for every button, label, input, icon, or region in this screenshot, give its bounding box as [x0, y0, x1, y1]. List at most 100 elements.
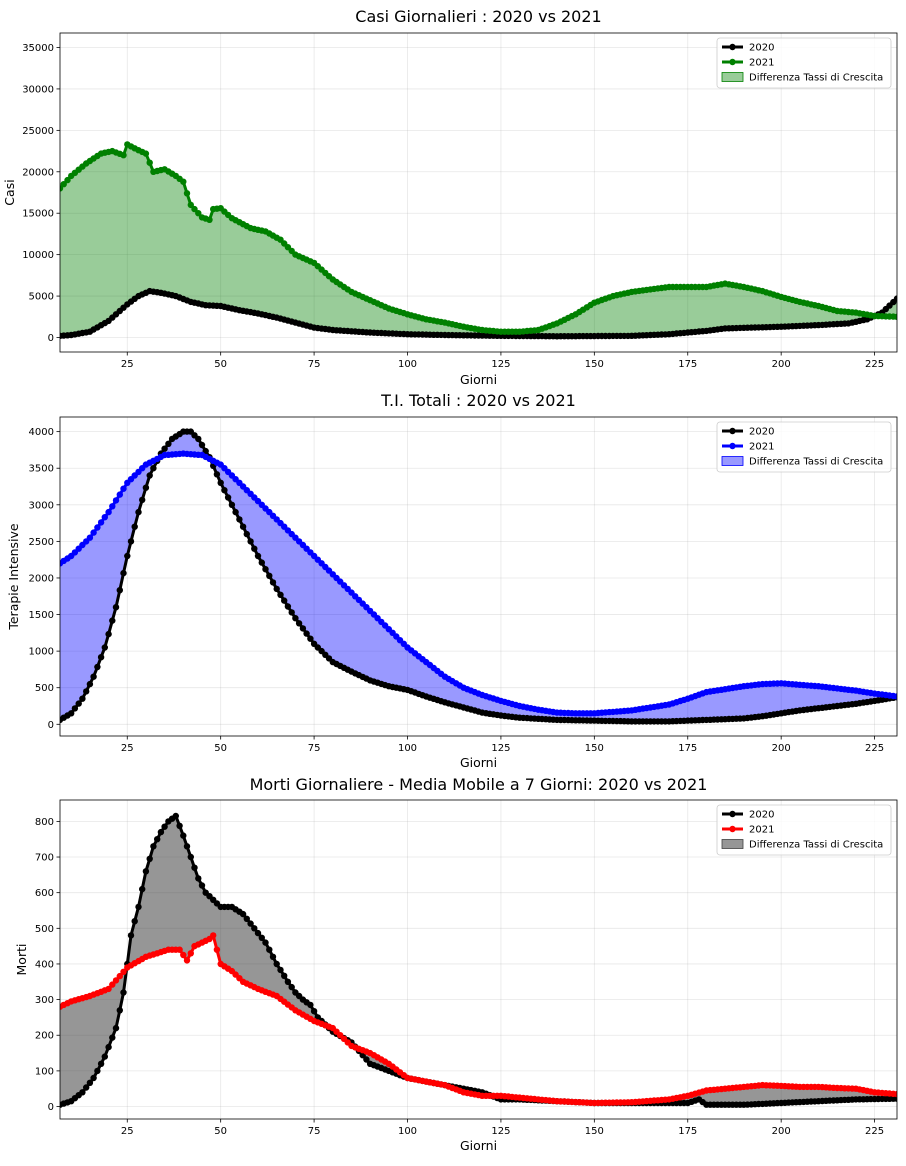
data-point-2020: [120, 989, 127, 996]
series-line-2021: [60, 452, 897, 715]
data-point-2020: [127, 538, 135, 545]
x-axis-label: Giorni: [460, 372, 497, 387]
legend-box: [716, 804, 892, 856]
y-tick-label: 500: [35, 683, 54, 694]
ticks: 25 50 75 100 125 150 175 200 225 0 500 1000 1500 2000…: [29, 427, 885, 754]
axes-frame: [59, 416, 898, 737]
data-point-2020: [266, 946, 273, 953]
x-tick-label: 150: [585, 1126, 604, 1137]
legend-entry-fill: Differenza Tassi di Crescita: [721, 839, 883, 851]
x-tick-label: 25: [121, 359, 134, 370]
series-line-2020: [60, 430, 897, 723]
y-tick-label: 300: [35, 995, 54, 1006]
data-point-2020: [135, 903, 142, 911]
data-point-2020: [142, 484, 150, 491]
legend: 2020 2021 Differenza Tassi di Crescita: [716, 37, 892, 89]
data-point-2020: [131, 523, 138, 530]
y-axis-label: Terapie Intensive: [6, 523, 21, 631]
data-point-2020: [176, 822, 183, 829]
data-point-2020: [258, 934, 265, 941]
data-point-2021: [195, 210, 202, 217]
data-point-2020: [120, 569, 127, 577]
legend-entry-2021: 2021: [722, 58, 774, 69]
x-tick-label: 150: [585, 743, 604, 754]
data-point-2020: [247, 538, 254, 545]
data-point-2020: [273, 585, 280, 593]
x-tick-label: 25: [121, 743, 134, 754]
data-point-2020: [281, 597, 288, 604]
data-point-2020: [131, 918, 138, 925]
data-point-2020: [109, 1034, 116, 1041]
chart-panel-2: 25 50 75 100 125 150 175 200 225 0 500 1000 1500 2000…: [6, 391, 898, 770]
data-point-2020: [97, 1060, 105, 1068]
x-tick-label: 50: [214, 743, 227, 754]
difference-fill-area: [60, 431, 897, 722]
data-point-2020: [269, 953, 277, 960]
data-point-2020: [105, 630, 112, 638]
data-point-2020: [101, 1053, 109, 1060]
data-point-2020: [146, 472, 153, 479]
y-tick-label: 4000: [29, 427, 54, 438]
y-tick-label: 3000: [29, 500, 54, 511]
data-point-2020: [161, 823, 168, 830]
data-point-2021: [105, 508, 112, 516]
y-tick-label: 0: [48, 1102, 54, 1113]
data-point-2021: [191, 205, 198, 213]
legend-fill-swatch: [721, 72, 744, 82]
y-tick-label: 15000: [22, 209, 54, 220]
y-tick-label: 700: [35, 853, 54, 864]
legend-label-2020: 2020: [749, 43, 774, 54]
data-point-2020: [262, 566, 269, 573]
data-point-2020: [239, 523, 247, 530]
y-tick-label: 0: [48, 333, 54, 344]
data-point-2020: [116, 587, 124, 594]
y-tick-label: 20000: [22, 167, 54, 178]
x-tick-label: 225: [865, 1126, 884, 1137]
data-point-2020: [135, 508, 142, 516]
data-point-2020: [124, 552, 131, 560]
data-point-2021: [146, 159, 153, 166]
series-2020: [60, 287, 897, 340]
x-tick-label: 175: [678, 1126, 697, 1137]
data-point-2021: [183, 957, 191, 964]
data-point-2021: [120, 152, 127, 159]
series-2021: [60, 450, 897, 717]
data-point-2020: [295, 620, 303, 627]
data-point-2020: [224, 494, 232, 501]
data-point-2020: [187, 853, 194, 861]
x-tick-label: 225: [865, 359, 884, 370]
data-point-2020: [116, 1007, 124, 1014]
legend-marker-2021: [729, 442, 736, 450]
data-point-2021: [112, 497, 120, 504]
data-point-2020: [94, 663, 101, 671]
series-2020: [60, 428, 897, 725]
y-tick-label: 5000: [29, 292, 54, 303]
legend-fill-swatch: [721, 839, 744, 849]
data-point-2020: [198, 441, 206, 449]
y-tick-label: 2500: [29, 537, 54, 548]
plot-area: [60, 428, 897, 725]
data-point-2020: [195, 435, 202, 443]
data-point-2021: [893, 693, 897, 700]
data-point-2020: [307, 635, 314, 642]
data-point-2020: [142, 868, 150, 875]
y-tick-label: 1000: [29, 647, 54, 658]
data-point-2021: [94, 524, 101, 531]
data-point-2020: [172, 812, 179, 820]
data-point-2021: [101, 514, 109, 521]
legend-entry-2021: 2021: [722, 825, 774, 836]
chart-title: Casi Giornalieri : 2020 vs 2021: [355, 7, 601, 26]
data-point-2020: [68, 710, 75, 717]
series-2021: [60, 932, 897, 1107]
data-point-2021: [60, 181, 67, 188]
y-tick-label: 500: [35, 924, 54, 935]
legend-entry-2020: 2020: [722, 43, 774, 54]
y-axis-label: Morti: [14, 944, 29, 976]
data-point-2020: [90, 1074, 97, 1082]
data-point-2021: [210, 932, 217, 939]
legend-entry-fill: Differenza Tassi di Crescita: [721, 72, 883, 84]
data-point-2020: [266, 572, 273, 579]
legend-entry-2021: 2021: [722, 442, 774, 453]
legend-label-2021: 2021: [749, 58, 774, 69]
data-point-2020: [277, 966, 284, 974]
